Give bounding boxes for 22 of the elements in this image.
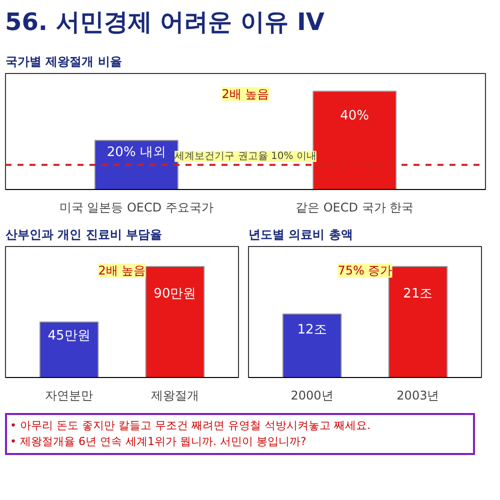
data-label: 40% — [340, 108, 370, 124]
chart-title: 56. 서민경제 어려운 이유 IV — [5, 7, 324, 38]
x-tick-label: 자연분만 — [45, 388, 94, 403]
chart-subtitle: 국가별 제왕절개 비율 — [6, 54, 122, 69]
text: • 제왕절개율 6년 연속 세계1위가 뭡니까. 서민이 봉입니까? — [10, 434, 308, 450]
chart-title: 산부인과 개인 진료비 부담율 — [6, 228, 162, 242]
data-label: 21조 — [403, 287, 433, 302]
annotation: 75% 증가 — [338, 264, 392, 278]
x-tick-label: 제왕절개 — [150, 388, 199, 403]
data-label: 45만원 — [48, 328, 90, 344]
x-tick-label: 2000년 — [290, 388, 334, 403]
annotation: 2배 높음 — [222, 87, 270, 102]
x-tick-label: 같은 OECD 국가 한국 — [296, 200, 414, 215]
text: • 아무리 돈도 좋지만 칼들고 무조건 째려면 유영철 석방시켜놓고 째세요. — [10, 418, 370, 434]
data-label: 20% 내외 — [106, 145, 166, 160]
data-label: 12조 — [297, 322, 327, 338]
annotation: 2배 높음 — [98, 264, 146, 278]
x-tick-label: 2003년 — [396, 388, 440, 403]
chart-title: 년도별 의료비 총액 — [248, 228, 353, 242]
x-tick-label: 미국 일본등 OECD 주요국가 — [59, 200, 214, 215]
data-label: 90만원 — [154, 287, 196, 302]
ref-line-label: 세계보건기구 권고율 10% 이내 — [174, 151, 316, 162]
